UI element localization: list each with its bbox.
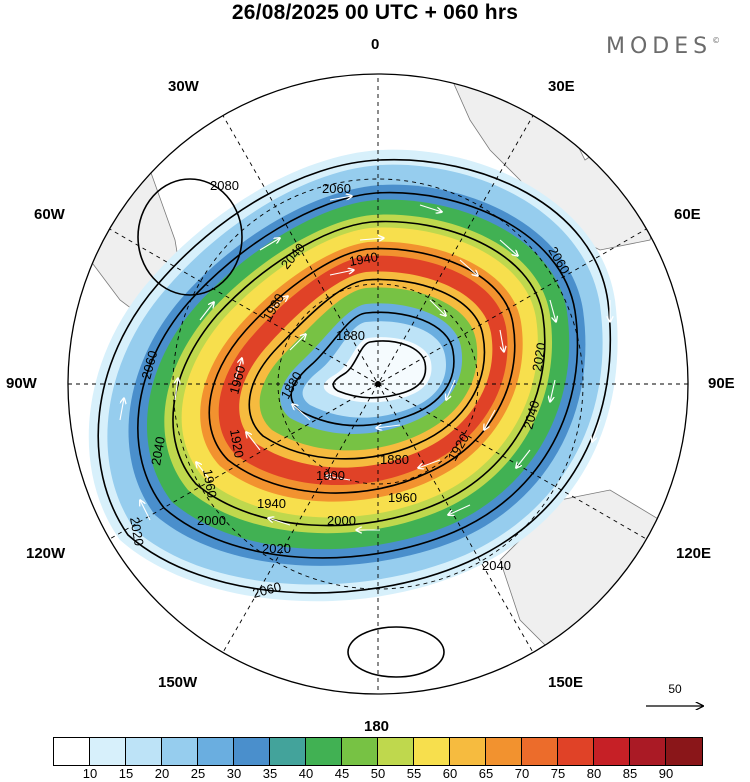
map-title: 26/08/2025 00 UTC + 060 hrs — [231, 1, 519, 24]
contour-label: 2060 — [322, 181, 351, 196]
colorbar-cell — [666, 738, 702, 765]
colorbar-tick-label: 90 — [658, 766, 674, 781]
colorbar-cell — [630, 738, 666, 765]
lon-label-150e: 150E — [548, 674, 584, 691]
colorbar-tick-label: 15 — [118, 766, 134, 781]
lon-label-60w: 60W — [34, 206, 65, 223]
colorbar-cell — [450, 738, 486, 765]
colorbar-cell — [162, 738, 198, 765]
colorbar-cell — [522, 738, 558, 765]
contour-label: 2040 — [520, 399, 542, 431]
colorbar-tick-label: 10 — [82, 766, 98, 781]
contour-label: 1960 — [388, 490, 417, 505]
colorbar-cell — [414, 738, 450, 765]
colorbar-cell — [234, 738, 270, 765]
modes-logo: MODES© — [606, 34, 720, 59]
colorbar-tick-label: 20 — [154, 766, 170, 781]
colorbar-cell — [594, 738, 630, 765]
contour-label: 2060 — [138, 349, 160, 381]
lon-label-90e: 90E — [708, 375, 735, 392]
contour-label: 1940 — [348, 249, 379, 269]
colorbar-cell — [486, 738, 522, 765]
contour-label: 1900 — [316, 468, 345, 483]
colorbar-tick-label: 80 — [586, 766, 602, 781]
lon-label-30e: 30E — [548, 78, 575, 95]
lon-label-60e: 60E — [674, 206, 701, 223]
contour-label: 2000 — [197, 513, 226, 528]
colorbar-tick-label: 60 — [442, 766, 458, 781]
wind-reference-value: 50 — [668, 682, 682, 696]
lon-label-120w: 120W — [26, 545, 66, 562]
lon-label-120e: 120E — [676, 545, 712, 562]
lon-label-90w: 90W — [6, 375, 37, 392]
contour-label: 2020 — [127, 516, 147, 547]
colorbar-tick-label: 25 — [190, 766, 206, 781]
colorbar-cell — [558, 738, 594, 765]
colorbar-cell — [306, 738, 342, 765]
colorbar-tick-label: 55 — [406, 766, 422, 781]
colorbar-cell — [54, 738, 90, 765]
colorbar-tick-label: 40 — [298, 766, 314, 781]
colorbar-cell — [342, 738, 378, 765]
contour-label: 1940 — [257, 496, 286, 511]
contour-label: 2020 — [262, 541, 291, 556]
colorbar-tick-label: 50 — [370, 766, 386, 781]
lon-label-150w: 150W — [158, 674, 198, 691]
lon-label-30w: 30W — [168, 78, 199, 95]
colorbar-cell — [270, 738, 306, 765]
contour-label: 2080 — [210, 178, 239, 193]
pole-marker — [375, 381, 381, 387]
colorbar-tick-label: 35 — [262, 766, 278, 781]
contour-label: 1880 — [380, 452, 409, 467]
colorbar — [53, 737, 703, 766]
colorbar-tick-label: 65 — [478, 766, 494, 781]
colorbar-tick-label: 30 — [226, 766, 242, 781]
contour-label: 1920 — [227, 428, 247, 459]
map-disc: 2080 2060 2060 2060 2060 2040 2040 2040 … — [68, 74, 688, 694]
geopotential-contours — [97, 158, 612, 678]
contour-label: 2000 — [327, 513, 356, 528]
wind-speed-fill — [88, 149, 618, 602]
colorbar-tick-label: 45 — [334, 766, 350, 781]
contour-label: 1880 — [336, 328, 365, 343]
contour-label: 2040 — [482, 558, 511, 573]
colorbar-tick-label: 75 — [550, 766, 566, 781]
contour-label: 1960 — [226, 364, 248, 396]
colorbar-tick-label: 85 — [622, 766, 638, 781]
contour-label: 1960 — [200, 468, 220, 499]
lon-label-180: 180 — [364, 718, 390, 735]
colorbar-ticks: 10 15 20 25 30 35 40 45 50 55 60 65 70 75 80 85 90 — [0, 766, 750, 782]
wind-vectors — [119, 196, 610, 530]
logo-text: MODES — [606, 34, 713, 59]
contour-label: 2020 — [529, 341, 549, 372]
colorbar-cell — [378, 738, 414, 765]
map-boundary — [67, 73, 689, 695]
lon-label-0: 0 — [371, 36, 380, 53]
colorbar-cell — [198, 738, 234, 765]
contour-label: 2060 — [251, 579, 283, 601]
colorbar-tick-label: 70 — [514, 766, 530, 781]
copyright-mark: © — [712, 36, 721, 45]
contour-label: 2040 — [148, 435, 168, 466]
colorbar-cell — [90, 738, 126, 765]
colorbar-cell — [126, 738, 162, 765]
